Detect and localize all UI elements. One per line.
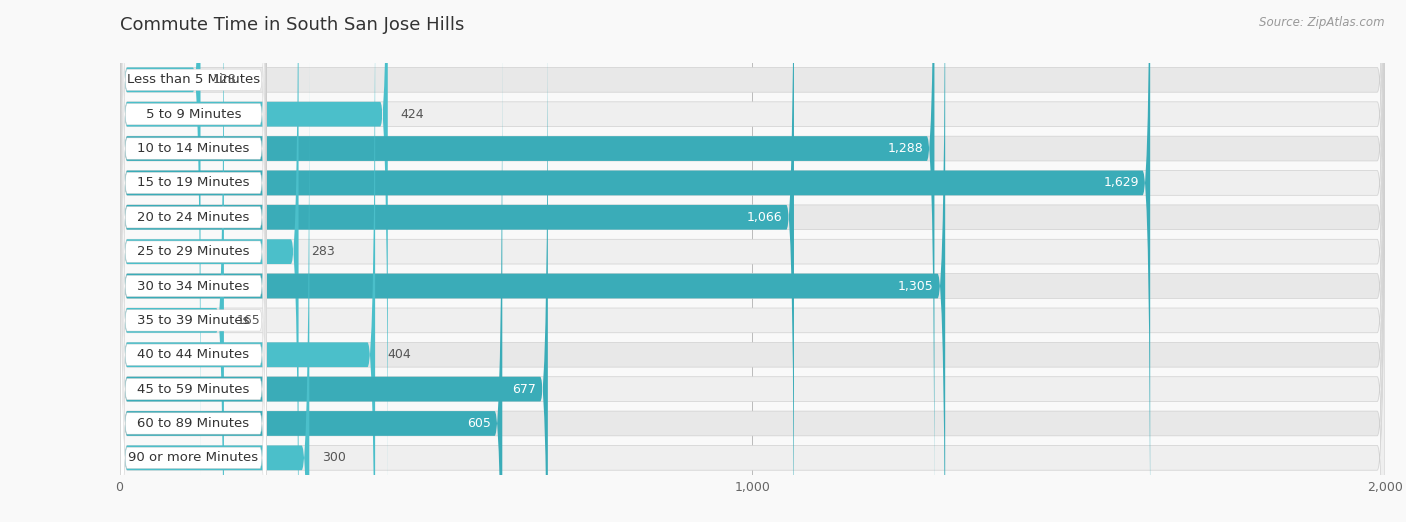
Text: 30 to 34 Minutes: 30 to 34 Minutes xyxy=(138,279,250,292)
Text: 10 to 14 Minutes: 10 to 14 Minutes xyxy=(138,142,250,155)
FancyBboxPatch shape xyxy=(121,0,266,447)
FancyBboxPatch shape xyxy=(120,0,794,522)
Text: Commute Time in South San Jose Hills: Commute Time in South San Jose Hills xyxy=(120,16,464,33)
FancyBboxPatch shape xyxy=(120,0,935,522)
FancyBboxPatch shape xyxy=(121,125,266,522)
FancyBboxPatch shape xyxy=(120,0,388,514)
Text: 300: 300 xyxy=(322,452,346,465)
FancyBboxPatch shape xyxy=(120,0,945,522)
FancyBboxPatch shape xyxy=(121,0,266,522)
FancyBboxPatch shape xyxy=(120,23,1385,522)
FancyBboxPatch shape xyxy=(121,0,266,522)
Text: 25 to 29 Minutes: 25 to 29 Minutes xyxy=(138,245,250,258)
Text: 60 to 89 Minutes: 60 to 89 Minutes xyxy=(138,417,250,430)
FancyBboxPatch shape xyxy=(120,0,1385,522)
Text: 1,066: 1,066 xyxy=(747,211,783,224)
Text: 165: 165 xyxy=(236,314,260,327)
Text: 128: 128 xyxy=(214,73,236,86)
FancyBboxPatch shape xyxy=(120,0,1150,522)
FancyBboxPatch shape xyxy=(120,0,201,480)
Text: 424: 424 xyxy=(401,108,425,121)
FancyBboxPatch shape xyxy=(121,0,266,516)
FancyBboxPatch shape xyxy=(120,0,224,522)
FancyBboxPatch shape xyxy=(121,0,266,522)
FancyBboxPatch shape xyxy=(120,0,1385,522)
FancyBboxPatch shape xyxy=(120,23,502,522)
FancyBboxPatch shape xyxy=(121,56,266,522)
Text: Source: ZipAtlas.com: Source: ZipAtlas.com xyxy=(1260,16,1385,29)
FancyBboxPatch shape xyxy=(120,0,375,522)
Text: 90 or more Minutes: 90 or more Minutes xyxy=(128,452,259,465)
Text: 20 to 24 Minutes: 20 to 24 Minutes xyxy=(138,211,250,224)
Text: 1,288: 1,288 xyxy=(887,142,922,155)
FancyBboxPatch shape xyxy=(120,0,1385,522)
Text: 677: 677 xyxy=(513,383,537,396)
FancyBboxPatch shape xyxy=(121,0,266,522)
FancyBboxPatch shape xyxy=(121,0,266,482)
Text: 605: 605 xyxy=(467,417,491,430)
Text: 404: 404 xyxy=(388,348,412,361)
FancyBboxPatch shape xyxy=(120,0,1385,522)
FancyBboxPatch shape xyxy=(120,0,548,522)
Text: 5 to 9 Minutes: 5 to 9 Minutes xyxy=(146,108,242,121)
Text: 40 to 44 Minutes: 40 to 44 Minutes xyxy=(138,348,250,361)
Text: 35 to 39 Minutes: 35 to 39 Minutes xyxy=(138,314,250,327)
Text: 1,305: 1,305 xyxy=(898,279,934,292)
FancyBboxPatch shape xyxy=(121,0,266,413)
Text: Less than 5 Minutes: Less than 5 Minutes xyxy=(127,73,260,86)
Text: 1,629: 1,629 xyxy=(1104,176,1139,189)
FancyBboxPatch shape xyxy=(120,0,1385,522)
FancyBboxPatch shape xyxy=(120,0,1385,522)
Text: 283: 283 xyxy=(311,245,335,258)
FancyBboxPatch shape xyxy=(120,0,1385,522)
FancyBboxPatch shape xyxy=(120,58,1385,522)
FancyBboxPatch shape xyxy=(121,22,266,522)
FancyBboxPatch shape xyxy=(120,0,1385,480)
FancyBboxPatch shape xyxy=(121,90,266,522)
FancyBboxPatch shape xyxy=(120,0,1385,522)
Text: 15 to 19 Minutes: 15 to 19 Minutes xyxy=(138,176,250,189)
FancyBboxPatch shape xyxy=(120,58,309,522)
FancyBboxPatch shape xyxy=(120,0,1385,514)
FancyBboxPatch shape xyxy=(120,0,298,522)
Text: 45 to 59 Minutes: 45 to 59 Minutes xyxy=(138,383,250,396)
